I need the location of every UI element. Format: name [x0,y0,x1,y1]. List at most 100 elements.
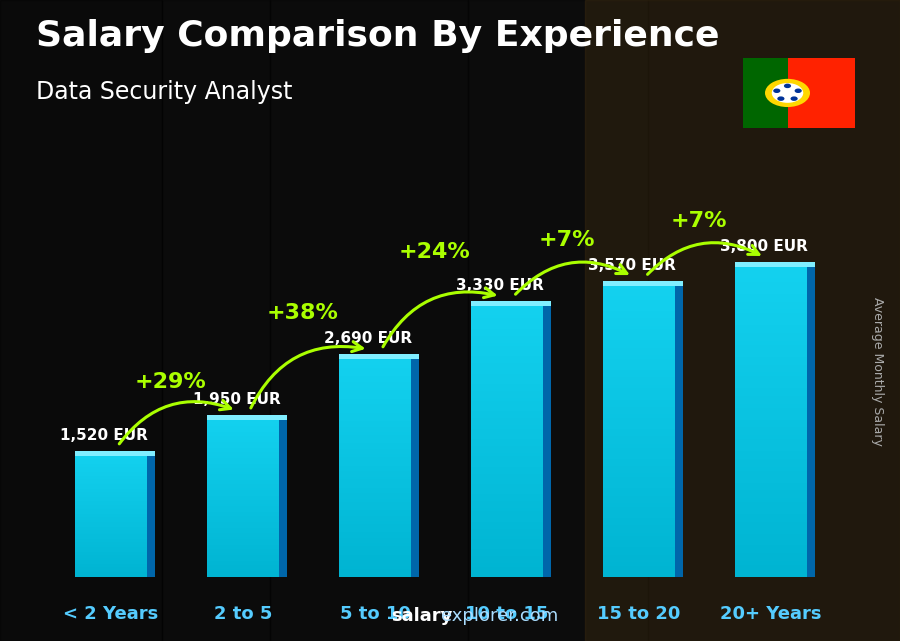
Bar [734,545,807,549]
Bar [338,535,411,538]
Text: +7%: +7% [670,211,726,231]
Bar [338,496,411,499]
Bar [603,525,675,529]
Bar [734,467,807,470]
Bar [471,370,544,374]
Bar [471,467,544,470]
Text: 3,570 EUR: 3,570 EUR [589,258,676,273]
Text: 1,950 EUR: 1,950 EUR [193,392,280,408]
Bar [603,333,675,337]
Bar [75,451,148,453]
Bar [338,515,411,519]
Bar [75,467,148,469]
Bar [734,270,807,274]
Bar [471,463,544,467]
Bar [207,535,279,537]
Bar [471,432,544,436]
Bar [471,422,544,425]
Bar [734,360,807,365]
Bar [471,339,544,342]
Bar [207,476,279,478]
Bar [207,442,279,444]
Bar [603,418,675,422]
Bar [338,432,411,435]
Bar [734,443,807,447]
Bar [338,552,411,554]
Bar [338,382,411,385]
Bar [207,542,279,545]
Bar [603,374,675,378]
Bar [471,404,544,408]
Bar [338,354,418,359]
Bar [207,424,279,426]
Bar [603,433,675,437]
Text: 2 to 5: 2 to 5 [214,604,272,622]
Bar [338,513,411,515]
Bar [471,549,544,553]
Bar [603,473,675,477]
Bar [338,532,411,535]
Bar [471,397,544,401]
Bar [734,313,807,317]
Bar [338,443,411,446]
Bar [603,521,675,525]
Bar [75,547,148,549]
Bar [75,486,148,487]
Text: 5 to 10: 5 to 10 [339,604,410,622]
Bar [207,486,279,488]
Bar [471,439,544,442]
Bar [734,333,807,337]
Bar [603,303,675,307]
Bar [75,550,148,552]
Bar [75,540,148,542]
Bar [471,508,544,512]
Bar [75,457,148,459]
Bar [338,499,411,502]
Bar [338,393,411,396]
Bar [471,477,544,480]
Bar [471,497,544,501]
Bar [338,415,411,418]
Bar [734,487,807,490]
Bar [471,301,544,304]
Bar [75,494,148,495]
Bar [603,337,675,340]
Bar [338,360,411,363]
Circle shape [790,96,797,101]
Bar [471,494,544,497]
Bar [734,506,807,510]
Bar [75,476,148,478]
Bar [207,520,279,522]
Bar [338,362,411,365]
Bar [75,535,148,536]
Circle shape [765,79,810,107]
Bar [207,438,279,440]
Bar [603,506,675,510]
Bar [207,478,279,480]
Circle shape [773,88,780,93]
Bar [471,353,544,356]
Bar [603,403,675,407]
Bar [471,525,544,529]
Bar [603,558,675,562]
Text: < 2 Years: < 2 Years [63,604,158,622]
Text: 2,690 EUR: 2,690 EUR [324,331,412,346]
Bar [734,372,807,376]
Bar [734,428,807,431]
Bar [207,460,279,462]
Bar [207,468,279,470]
Bar [75,566,148,567]
Bar [75,509,148,511]
Bar [207,545,279,547]
Bar [207,484,279,486]
Bar [471,325,544,329]
Bar [603,429,675,433]
Bar [734,498,807,502]
Bar [544,301,551,577]
Bar [603,510,675,514]
Bar [75,490,148,492]
Bar [471,442,544,446]
Bar [338,404,411,407]
Bar [207,522,279,524]
Text: 1,520 EUR: 1,520 EUR [60,428,148,443]
